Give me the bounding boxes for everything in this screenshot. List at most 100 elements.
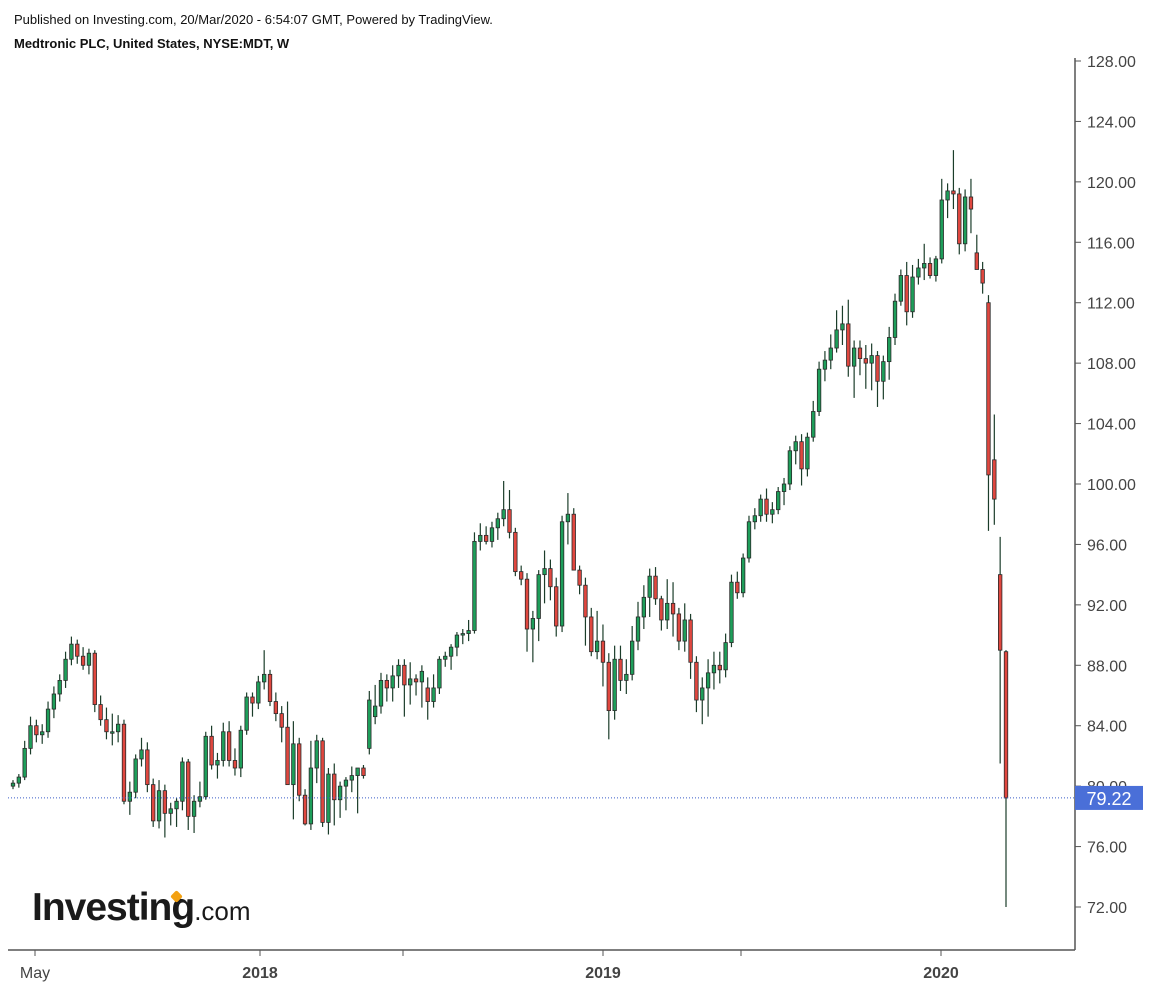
candle-up bbox=[887, 337, 892, 363]
candle-down bbox=[507, 509, 512, 533]
last-price-badge bbox=[1075, 785, 1143, 810]
y-tick-label: 120.00 bbox=[1087, 175, 1136, 192]
candle-down bbox=[986, 302, 991, 476]
candle-up bbox=[630, 640, 635, 675]
last-price-marker: 79.22 bbox=[8, 785, 1143, 810]
candle-down bbox=[676, 613, 682, 642]
candle-up bbox=[308, 767, 314, 825]
candle-up bbox=[40, 731, 45, 736]
candle-down bbox=[764, 498, 769, 515]
candle-up bbox=[472, 541, 477, 631]
candle-up bbox=[460, 633, 465, 636]
candle-up bbox=[647, 575, 652, 598]
candle-down bbox=[279, 713, 284, 728]
candle-down bbox=[927, 263, 933, 276]
candle-up bbox=[396, 664, 401, 677]
candle-up bbox=[787, 450, 793, 485]
candle-up bbox=[45, 708, 51, 733]
x-tick-label: May bbox=[20, 965, 50, 982]
candle-down bbox=[554, 586, 559, 627]
candle-down bbox=[846, 323, 851, 367]
candle-down bbox=[694, 661, 699, 701]
candle-up bbox=[758, 498, 763, 517]
candle-up bbox=[256, 681, 261, 704]
candle-up bbox=[781, 483, 787, 492]
candle-up bbox=[501, 509, 506, 520]
y-tick-label: 104.00 bbox=[1087, 417, 1136, 434]
x-axis: May 2018 2019 2020 bbox=[8, 949, 1075, 982]
candle-up bbox=[892, 300, 898, 338]
candle-up bbox=[373, 705, 378, 718]
candle-down bbox=[863, 358, 868, 364]
x-tick-label: 2019 bbox=[585, 965, 621, 982]
candle-up bbox=[682, 619, 687, 642]
candle-up bbox=[898, 275, 904, 302]
published-info: Published on Investing.com, 20/Mar/2020 … bbox=[14, 12, 493, 27]
candle-up bbox=[705, 672, 711, 689]
y-tick-label: 84.00 bbox=[1087, 719, 1127, 736]
y-tick-label: 116.00 bbox=[1087, 235, 1135, 252]
candle-up bbox=[770, 509, 775, 515]
candle-up bbox=[408, 678, 413, 686]
candle-up bbox=[431, 687, 436, 702]
candle-up bbox=[822, 359, 828, 370]
candle-up bbox=[869, 355, 874, 364]
candle-down bbox=[974, 252, 979, 270]
candle-down bbox=[659, 598, 664, 621]
candle-up bbox=[711, 664, 717, 674]
candle-up bbox=[180, 761, 185, 802]
candle-up bbox=[740, 557, 746, 594]
candle-down bbox=[104, 719, 109, 733]
candle-up bbox=[244, 696, 249, 731]
logo-tld: .com bbox=[194, 896, 251, 926]
candle-down bbox=[232, 760, 238, 769]
candle-up bbox=[28, 725, 33, 749]
last-price-value: 79.22 bbox=[1086, 789, 1131, 809]
candle-up bbox=[793, 441, 798, 452]
candle-down bbox=[735, 581, 740, 594]
candle-down bbox=[302, 794, 308, 825]
candle-up bbox=[851, 347, 857, 367]
candle-down bbox=[957, 193, 962, 245]
candle-up bbox=[448, 646, 454, 657]
candle-down bbox=[519, 571, 524, 580]
candle-up bbox=[612, 658, 617, 712]
candle-up bbox=[776, 491, 781, 511]
candle-up bbox=[197, 796, 203, 802]
candle-down bbox=[361, 767, 366, 776]
candle-up bbox=[314, 740, 319, 769]
candle-down bbox=[209, 735, 214, 766]
candle-up bbox=[916, 267, 921, 278]
candle-up bbox=[594, 640, 600, 653]
chart-header: Published on Investing.com, 20/Mar/2020 … bbox=[14, 8, 493, 56]
candle-up bbox=[805, 436, 810, 470]
y-tick-label: 96.00 bbox=[1087, 537, 1127, 554]
candle-up bbox=[542, 568, 547, 576]
y-tick-label: 124.00 bbox=[1087, 114, 1136, 131]
candle-down bbox=[145, 749, 150, 786]
candle-down bbox=[998, 574, 1003, 651]
candle-up bbox=[840, 323, 845, 331]
candle-up bbox=[115, 723, 121, 733]
candle-up bbox=[419, 670, 425, 683]
y-tick-label: 108.00 bbox=[1087, 356, 1136, 373]
candle-down bbox=[688, 619, 693, 663]
candle-up bbox=[437, 658, 442, 689]
y-tick-label: 112.00 bbox=[1087, 296, 1135, 313]
candle-up bbox=[86, 652, 92, 666]
candle-up bbox=[168, 808, 173, 814]
candle-up bbox=[828, 347, 833, 361]
candle-down bbox=[951, 190, 956, 195]
candle-up bbox=[939, 199, 944, 260]
candle-down bbox=[92, 652, 97, 705]
candle-up bbox=[489, 527, 495, 542]
candle-down bbox=[34, 725, 39, 736]
candle-down bbox=[548, 568, 553, 588]
candle-up bbox=[191, 800, 197, 817]
candle-down bbox=[980, 269, 985, 284]
candle-down bbox=[670, 602, 676, 615]
candle-up bbox=[746, 521, 752, 559]
candle-up bbox=[962, 196, 968, 245]
candle-down bbox=[121, 723, 127, 802]
